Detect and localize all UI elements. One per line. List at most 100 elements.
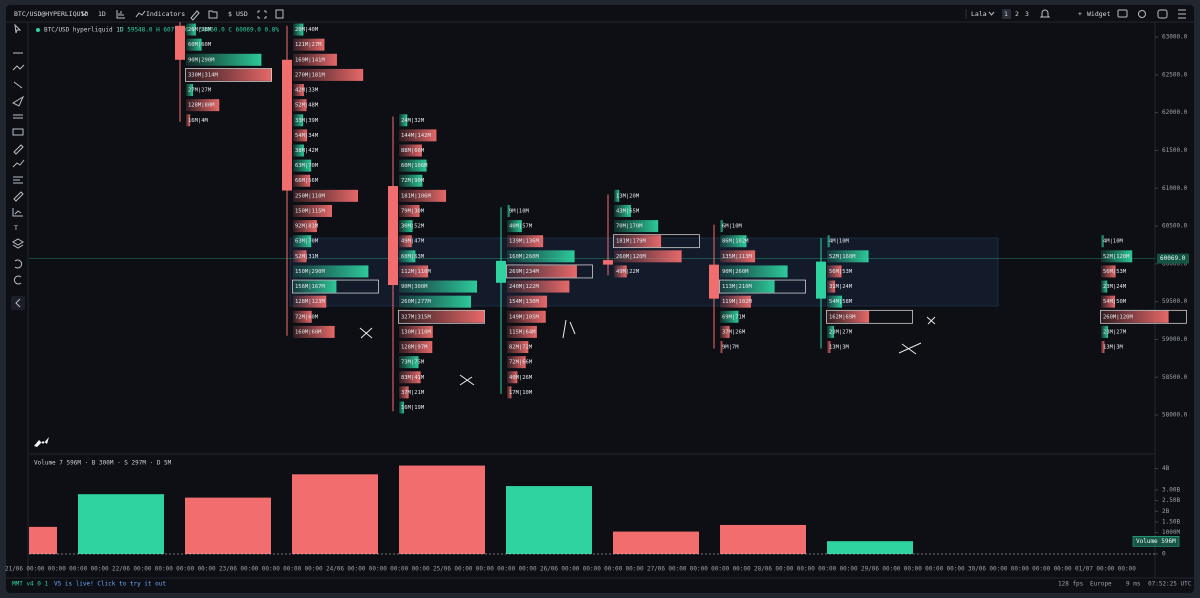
volume-profile-bar <box>507 235 544 248</box>
snapshot-button[interactable] <box>275 9 284 19</box>
settings-button[interactable] <box>1138 10 1146 18</box>
fullscreen-button[interactable] <box>257 10 267 19</box>
volume-profile-label: 128M|97M <box>401 345 428 351</box>
x-tick-label: 00:00 <box>347 566 365 573</box>
symbol-select[interactable]: BTC/USD@HYPERLIQUID <box>14 10 88 18</box>
volume-profile-bar <box>720 295 751 308</box>
collapse-button[interactable] <box>11 296 25 310</box>
region-select[interactable]: Europe <box>1090 581 1112 588</box>
currency-icon[interactable]: $ <box>228 10 232 18</box>
text-tool[interactable]: T <box>14 224 18 232</box>
caret[interactable] <box>988 11 995 16</box>
x-tick-label: 00:00 <box>604 566 622 573</box>
currency-button[interactable]: USD <box>236 10 248 18</box>
fib-tool[interactable] <box>13 176 23 184</box>
volume-profile-bar <box>507 280 570 293</box>
volume-profile-label: 135M|113M <box>722 254 752 260</box>
volume-profile-bar <box>720 265 788 278</box>
poc-box <box>292 279 379 294</box>
rect-tool[interactable] <box>12 128 24 136</box>
channel-tool[interactable] <box>13 114 23 119</box>
folder-button[interactable] <box>208 10 218 19</box>
y-tick-label: 2B <box>1162 508 1170 515</box>
add-icon[interactable]: + <box>1078 10 1082 18</box>
layers-tool[interactable] <box>12 238 24 249</box>
volume-profile-bar <box>399 174 423 187</box>
volume-tag-label: Volume 596M <box>1136 538 1176 545</box>
x-tick-label: 00:00 <box>840 566 858 573</box>
volume-profile-bar <box>399 220 413 233</box>
volume-profile-bar <box>614 189 620 202</box>
x-tick-label: 00:00 <box>1096 566 1114 573</box>
y-tick-label: 58500.0 <box>1162 374 1188 381</box>
widget-button[interactable]: Widget <box>1087 10 1111 18</box>
volume-profile-label: 16M|4M <box>188 118 209 124</box>
volume-profile-label: 90M|290M <box>188 57 215 63</box>
volume-profile-label: 40M|26M <box>509 375 533 381</box>
trend-tool[interactable] <box>12 159 25 168</box>
volume-profile-bar <box>293 265 369 278</box>
camera-button[interactable] <box>1117 9 1128 18</box>
volume-profile-bar <box>399 401 404 414</box>
layout-button[interactable]: 3 <box>1025 10 1029 18</box>
ruler-tool[interactable] <box>13 191 24 202</box>
x-tick-label: 00:00 <box>797 566 815 573</box>
draw-button[interactable] <box>190 10 200 21</box>
live-dot <box>36 28 40 32</box>
y-tick-label: 62000.0 <box>1162 109 1188 116</box>
upgrade-link[interactable]: V5 is live! Click to try it out <box>54 581 166 588</box>
y-tick-label: 3.00B <box>1162 486 1180 493</box>
bot-button[interactable] <box>1157 9 1168 19</box>
caret[interactable] <box>80 11 88 16</box>
x-tick-label: 21/06 <box>5 566 23 573</box>
layout-button[interactable]: 2 <box>1015 10 1019 18</box>
alerts-button[interactable] <box>1039 9 1051 18</box>
y-tick-label: 61000.0 <box>1162 185 1188 192</box>
user-menu[interactable]: Lala <box>971 10 987 18</box>
redo-button[interactable] <box>13 275 22 285</box>
layout-button[interactable]: 1 <box>1004 10 1008 18</box>
volume-profile-label: 112M|110M <box>401 269 431 275</box>
x-tick-label: 00:00 <box>1011 566 1029 573</box>
volume-profile-bar <box>186 53 262 66</box>
volume-profile-label: 92M|81M <box>295 224 319 230</box>
x-tick-label: 00:00 <box>198 566 216 573</box>
volume-profile-label: 40M|57M <box>509 224 533 230</box>
x-tick-label: 26/06 <box>540 566 558 573</box>
indicators-button[interactable]: Indicators <box>146 10 185 18</box>
volume-profile-bar <box>293 23 304 36</box>
volume-profile-bar <box>186 99 220 112</box>
volume-profile-bar <box>507 295 548 308</box>
interval-button[interactable]: 1D <box>98 10 106 18</box>
arrow-tool[interactable] <box>11 95 25 107</box>
volume-profile-bar <box>827 235 830 248</box>
volume-profile-label: 90M|300M <box>401 284 428 290</box>
candle-body <box>282 59 292 191</box>
brush-tool[interactable] <box>13 144 24 155</box>
volume-bar <box>185 497 271 554</box>
measure-tool[interactable] <box>12 208 23 217</box>
ray-tool[interactable] <box>13 81 23 89</box>
volume-profile-label: 128M|123M <box>295 299 325 305</box>
x-tick-label: 27/06 <box>647 566 665 573</box>
volume-profile-bar <box>186 38 202 51</box>
volume-profile-bar <box>293 129 308 142</box>
chart-type-button[interactable] <box>116 10 125 19</box>
volume-profile-bar <box>827 265 842 278</box>
cursor-tool[interactable] <box>14 23 22 34</box>
legend-name: BTC/USD hyperliquid 1D <box>44 27 124 34</box>
undo-button[interactable] <box>14 259 23 269</box>
x-tick-label: 00:00 <box>240 566 258 573</box>
volume-profile-bar <box>399 204 420 217</box>
candle-body <box>496 260 506 283</box>
volume-profile-bar <box>293 114 304 127</box>
x-tick-label: 00:00 <box>48 566 66 573</box>
path-tool[interactable] <box>12 64 25 71</box>
indicators-icon[interactable] <box>135 10 146 18</box>
menu-button[interactable] <box>1178 9 1186 19</box>
volume-profile-bar <box>507 341 529 354</box>
volume-profile-label: 144M|142M <box>401 133 431 139</box>
volume-profile-label: 181M|106M <box>401 193 431 199</box>
x-tick-label: 00:00 <box>476 566 494 573</box>
